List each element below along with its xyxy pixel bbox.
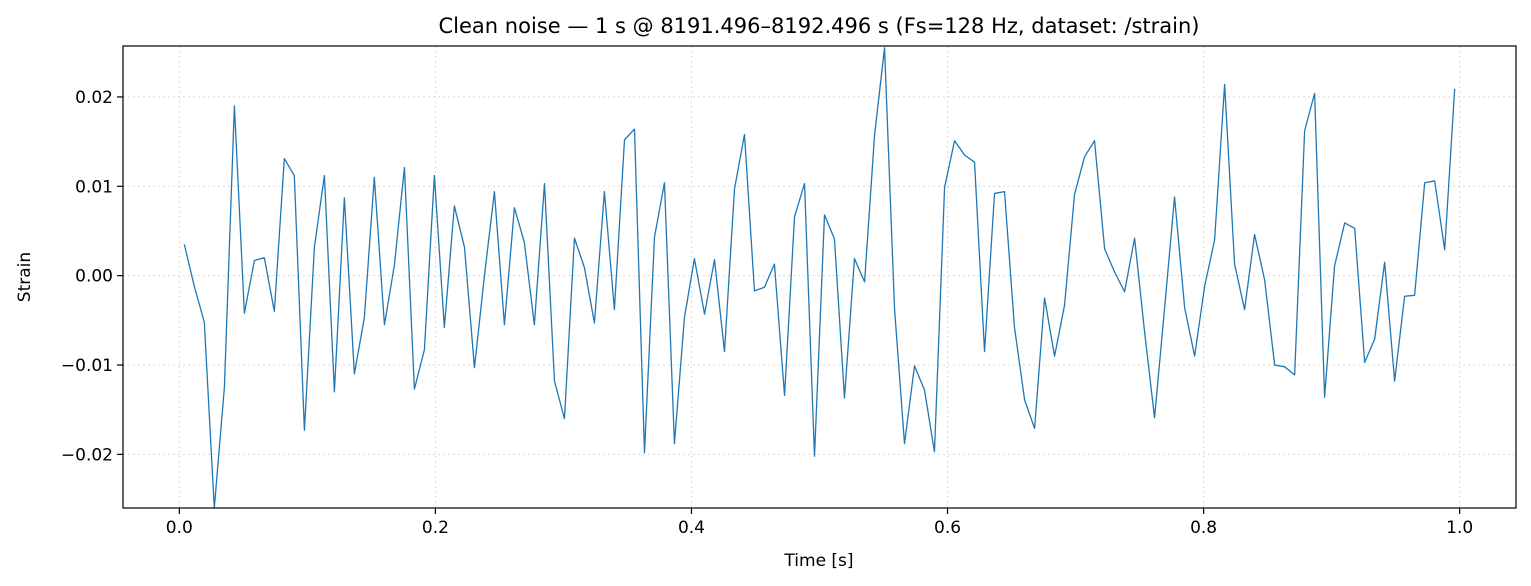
- x-tick-label: 0.6: [934, 518, 961, 538]
- x-tick-label: 0.8: [1190, 518, 1217, 538]
- grid: [123, 46, 1516, 508]
- x-tick-label: 1.0: [1446, 518, 1473, 538]
- y-tick-label: −0.01: [61, 356, 113, 376]
- y-tick-label: −0.02: [61, 445, 113, 465]
- y-tick-label: 0.00: [75, 267, 113, 287]
- y-axis: −0.02 −0.01 0.00 0.01 0.02: [61, 88, 123, 465]
- y-axis-label: Strain: [15, 252, 35, 302]
- series-line: [183, 47, 1456, 508]
- x-axis: 0.0 0.2 0.4 0.6 0.8 1.0: [166, 508, 1473, 538]
- y-tick-label: 0.02: [75, 88, 113, 108]
- axes-frame: [122, 45, 1517, 509]
- plot-area: [183, 47, 1456, 508]
- x-axis-label: Time [s]: [783, 551, 853, 571]
- chart-title: Clean noise — 1 s @ 8191.496–8192.496 s …: [439, 14, 1200, 38]
- x-tick-label: 0.2: [422, 518, 449, 538]
- y-tick-label: 0.01: [75, 177, 113, 197]
- x-tick-label: 0.4: [678, 518, 705, 538]
- x-tick-label: 0.0: [166, 518, 193, 538]
